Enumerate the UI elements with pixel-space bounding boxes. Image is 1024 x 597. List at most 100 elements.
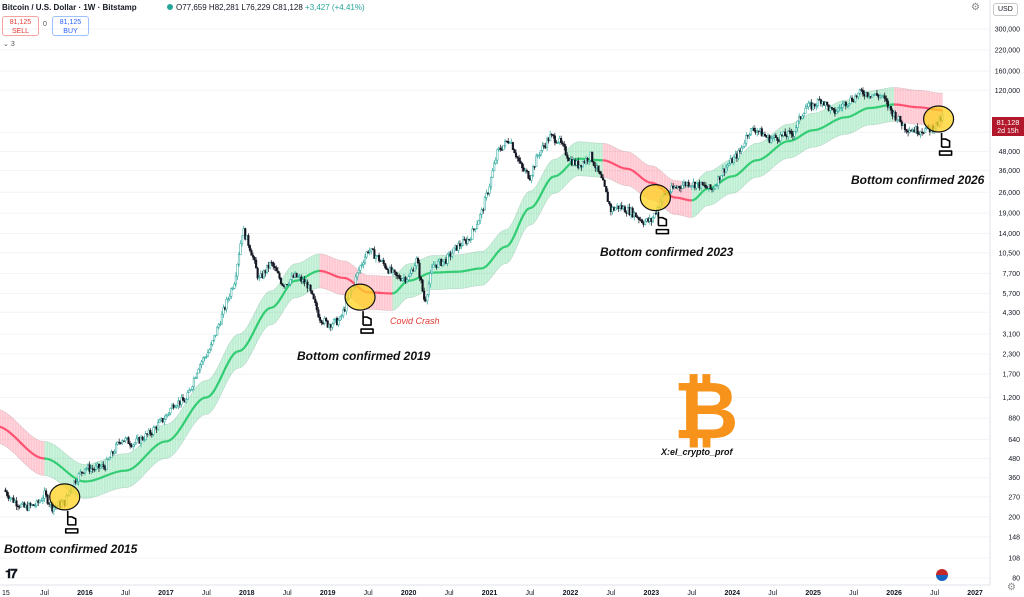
candle-body <box>605 186 608 193</box>
candle-body <box>829 107 832 111</box>
candle-body <box>401 278 404 281</box>
band-midline <box>532 204 536 208</box>
price-series <box>4 87 944 516</box>
band-midline <box>794 137 798 141</box>
candle-body <box>175 405 178 408</box>
band-midline <box>394 289 399 293</box>
candle-body <box>325 318 328 321</box>
band-midline <box>245 341 250 345</box>
candle-body <box>519 160 522 164</box>
band-midline <box>738 171 742 175</box>
candle-body <box>513 149 516 154</box>
band-midline <box>195 401 200 405</box>
author-credit: X:el_crypto_prof <box>660 447 734 457</box>
candle-body <box>127 437 130 444</box>
candle-body <box>205 356 208 358</box>
candle-body <box>816 99 819 107</box>
candle-body <box>564 146 567 156</box>
band-midline <box>695 195 700 199</box>
y-tick-label: 7,700 <box>1002 271 1020 278</box>
market-status-icon <box>167 4 173 10</box>
settings-gear-icon[interactable]: ⚙ <box>971 2 980 13</box>
indicators-toggle[interactable]: ⌄ 3 <box>3 41 15 48</box>
band-midline <box>139 459 143 463</box>
candle-body <box>99 466 102 469</box>
band-midline <box>160 440 164 444</box>
candle-body <box>726 164 729 168</box>
candle-body <box>105 459 108 470</box>
candle-body <box>167 412 171 415</box>
candle-body <box>441 261 444 266</box>
band-midline <box>697 193 701 198</box>
event-flag-icon[interactable] <box>936 569 948 581</box>
axis-settings-icon[interactable]: ⚙ <box>1007 582 1016 593</box>
band-midline <box>32 453 36 457</box>
band-midline <box>733 174 736 178</box>
y-axis[interactable]: 300,000220,000160,000120,00064,00048,000… <box>995 27 1020 583</box>
candle-body <box>748 134 751 136</box>
candle-body <box>430 266 434 274</box>
candle-body <box>166 414 169 416</box>
buy-button[interactable]: 81,125 BUY <box>52 16 89 36</box>
candle-body <box>6 491 9 496</box>
band-midline <box>620 166 623 169</box>
band-midline <box>495 251 499 256</box>
candle-body <box>339 316 342 321</box>
candle-body <box>533 166 536 168</box>
band-midline <box>823 124 827 128</box>
candle-body <box>830 107 833 109</box>
band-midline <box>514 228 519 234</box>
band-midline <box>19 441 23 445</box>
band-midline <box>167 439 170 443</box>
candle-body <box>124 437 127 442</box>
band-midline <box>403 281 407 285</box>
candle-body <box>793 131 796 137</box>
band-midline <box>500 246 504 250</box>
band-midline <box>519 217 523 223</box>
candle-body <box>452 247 455 254</box>
sell-button[interactable]: 81,125 SELL <box>2 16 39 36</box>
candle-body <box>192 378 195 387</box>
band-midline <box>173 434 177 438</box>
band-midline <box>516 225 520 230</box>
band-midline <box>267 307 270 310</box>
candle-body <box>538 154 541 156</box>
candle-body <box>837 107 840 112</box>
candle-body <box>466 238 469 244</box>
band-midline <box>533 201 538 206</box>
candle-body <box>295 272 298 278</box>
x-tick-label: Jul <box>283 590 292 597</box>
candle-body <box>115 443 118 453</box>
currency-select[interactable]: USD <box>993 3 1018 16</box>
candle-body <box>457 243 460 251</box>
x-axis[interactable]: 15 Jul 2016 Jul 2017 Jul 2018 Jul 2019 Jul 2020 Jul… <box>2 590 983 597</box>
band-midline <box>291 280 295 284</box>
band-midline <box>838 117 842 120</box>
band-midline <box>864 107 867 111</box>
candle-body <box>239 243 242 255</box>
y-tick-label: 2,300 <box>1002 352 1020 359</box>
candle-body <box>206 352 209 357</box>
candle-body <box>749 128 752 135</box>
band-midline <box>616 164 620 168</box>
candle-body <box>139 436 143 444</box>
candle-body <box>446 253 449 264</box>
band-midline <box>612 162 615 166</box>
candle-body <box>532 166 535 176</box>
band-midline <box>778 143 782 147</box>
band-midline <box>8 430 12 434</box>
band-midline <box>1 426 5 430</box>
band-midline <box>642 178 646 182</box>
band-midline <box>5 428 8 432</box>
candle-body <box>135 438 138 444</box>
band-midline <box>185 414 190 419</box>
y-tick-label: 1,700 <box>1002 372 1020 379</box>
band-midline <box>30 451 34 455</box>
candle-body <box>476 224 479 230</box>
y-tick-label: 148 <box>1008 534 1020 541</box>
symbol-title[interactable]: Bitcoin / U.S. Dollar · 1W · Bitstamp <box>2 3 137 12</box>
band-midline <box>734 173 738 177</box>
candle-body <box>287 283 290 286</box>
candle-body <box>712 188 715 191</box>
